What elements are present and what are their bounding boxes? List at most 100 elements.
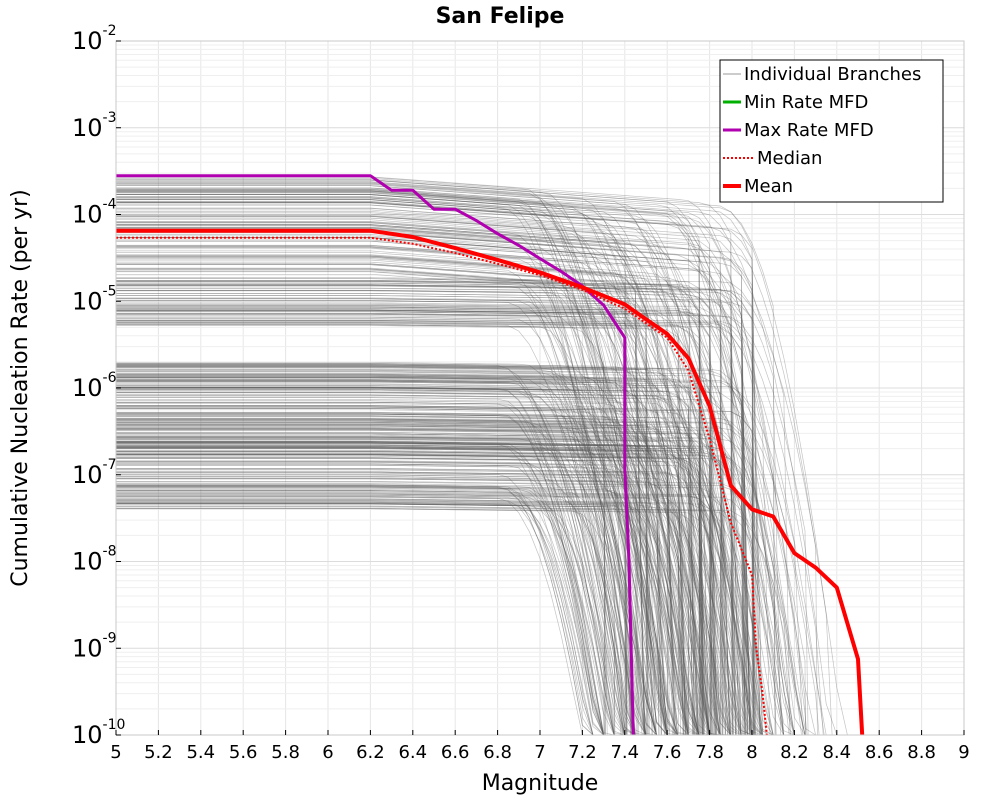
branch-line <box>116 217 788 736</box>
branch-line <box>116 225 763 736</box>
branch-line <box>116 416 673 736</box>
y-tick-base: 10 <box>72 548 103 576</box>
branch-line <box>116 373 728 736</box>
branch-line <box>116 481 712 736</box>
branch-line <box>116 409 773 736</box>
branch-line <box>116 194 647 736</box>
branch-line <box>116 201 857 736</box>
branch-line <box>116 196 806 736</box>
branch-line <box>116 452 709 736</box>
branch-line <box>116 387 748 736</box>
branch-line <box>116 487 742 736</box>
y-tick-base: 10 <box>72 461 103 489</box>
branch-line <box>116 468 710 736</box>
branch-line <box>116 221 831 736</box>
branch-line <box>116 320 757 736</box>
branch-line <box>116 420 809 736</box>
branch-line <box>116 255 752 736</box>
branch-line <box>116 408 704 736</box>
branch-line <box>116 178 733 736</box>
branch-line <box>116 503 748 736</box>
branch-line <box>116 224 748 736</box>
y-axis-label: Cumulative Nucleation Rate (per yr) <box>8 189 33 587</box>
branch-line <box>116 429 737 736</box>
branch-line <box>116 268 695 736</box>
x-tick-label: 6 <box>322 742 333 763</box>
branch-line <box>116 183 796 736</box>
branch-line <box>116 314 714 736</box>
branch-line <box>116 280 836 736</box>
branch-line <box>116 496 685 736</box>
legend-label-min-rate: Min Rate MFD <box>744 92 868 113</box>
branch-line <box>116 457 788 736</box>
branch-line <box>116 270 724 736</box>
series-layer <box>116 174 865 736</box>
branch-line <box>116 199 711 736</box>
x-tick-label: 6.2 <box>356 742 385 763</box>
y-tick-exponent: -7 <box>103 457 117 473</box>
branch-line <box>116 437 687 736</box>
branch-line <box>116 387 638 736</box>
branch-line <box>116 192 639 736</box>
branch-line <box>116 311 708 736</box>
branch-line <box>116 325 695 736</box>
branch-line <box>116 492 784 736</box>
branch-line <box>116 264 742 736</box>
branch-line <box>116 311 809 736</box>
branch-line <box>116 424 755 736</box>
branch-line <box>116 285 782 736</box>
branch-line <box>116 441 716 736</box>
branch-line <box>116 308 721 736</box>
branch-line <box>116 376 633 736</box>
branch-line <box>116 423 757 736</box>
branch-line <box>116 451 653 736</box>
legend-label-mean: Mean <box>744 176 793 197</box>
x-tick-label: 5.2 <box>144 742 173 763</box>
branch-line <box>116 227 857 736</box>
branch-line <box>116 484 688 736</box>
branch-line <box>116 493 727 736</box>
branch-line <box>116 499 682 736</box>
branch-line <box>116 204 628 736</box>
branch-line <box>116 179 764 736</box>
branch-line <box>116 202 837 736</box>
branch-line <box>116 464 730 736</box>
branch-line <box>116 477 667 736</box>
branch-line <box>116 379 706 736</box>
x-tick-label: 5.8 <box>271 742 300 763</box>
branch-line <box>116 383 743 736</box>
branch-line <box>116 247 699 736</box>
x-tick-label: 8.6 <box>865 742 894 763</box>
x-tick-label: 7 <box>534 742 545 763</box>
branch-line <box>116 418 605 736</box>
branch-line <box>116 375 700 735</box>
branch-line <box>116 364 736 736</box>
branch-line <box>116 363 796 736</box>
branch-line <box>116 441 655 736</box>
branch-line <box>116 235 810 736</box>
branch-line <box>116 201 606 736</box>
branch-line <box>116 368 689 736</box>
branch-line <box>116 447 695 736</box>
branch-line <box>116 199 701 736</box>
branch-line <box>116 442 752 736</box>
branch-line <box>116 446 690 736</box>
branch-line <box>116 280 699 736</box>
branch-line <box>116 381 804 736</box>
branch-line <box>116 215 726 736</box>
branch-line <box>116 364 746 736</box>
branch-line <box>116 377 751 736</box>
branch-line <box>116 320 832 736</box>
branch-line <box>116 179 833 736</box>
branch-line <box>116 244 751 736</box>
branch-line <box>116 496 731 736</box>
branch-line <box>116 311 755 736</box>
y-tick-base: 10 <box>72 27 103 55</box>
series-line-max-rate-mfd <box>116 174 635 736</box>
branch-line <box>116 486 726 736</box>
branch-line <box>116 374 782 736</box>
branch-line <box>116 412 714 736</box>
branch-line <box>116 454 774 736</box>
branch-line <box>116 415 662 736</box>
branch-line <box>116 202 846 736</box>
